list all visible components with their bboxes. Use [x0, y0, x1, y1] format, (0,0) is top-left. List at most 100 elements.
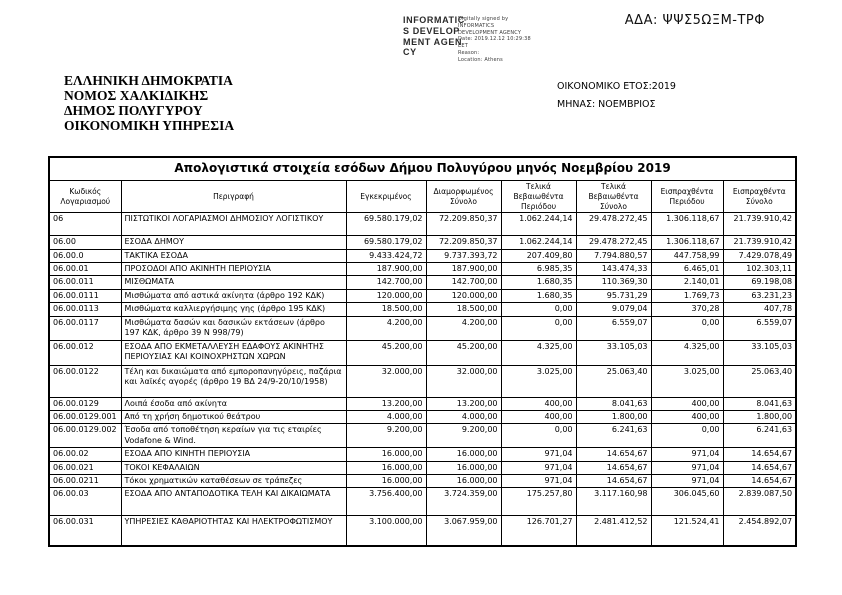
amount-cell: 6.559,07: [722, 315, 797, 341]
amount-cell: 6.559,07: [575, 315, 652, 341]
amount-cell: 95.731,29: [575, 288, 652, 304]
amount-cell: 447.758,99: [650, 248, 724, 264]
amount-cell: 1.062.244,14: [500, 212, 577, 237]
org-line-municipality: ΔΗΜΟΣ ΠΟΛΥΓΥΡΟΥ: [64, 103, 203, 119]
amount-cell: 4.000,00: [345, 409, 427, 425]
col-header-description: Περιγραφή: [120, 179, 347, 214]
amount-cell: 25.063,40: [722, 364, 797, 398]
amount-cell: 9.200,00: [425, 423, 502, 449]
account-code-cell: 06.00.0113: [48, 302, 122, 317]
amount-cell: 971,04: [500, 460, 577, 475]
table-row: 06.00.031 ΥΠΗΡΕΣΙΕΣ ΚΑΘΑΡΙΟΤΗΤΑΣ ΚΑΙ ΗΛΕΚ…: [48, 515, 797, 547]
amount-cell: 14.654,67: [575, 473, 652, 489]
col-header-collected-period: Εισπραχθέντα Περιόδου: [650, 179, 724, 214]
col-header-final-assessed-period: Τελικά Βεβαιωθέντα Περιόδου: [500, 179, 577, 214]
amount-cell: 187.900,00: [425, 262, 502, 277]
amount-cell: 45.200,00: [345, 339, 427, 366]
amount-cell: 4.200,00: [345, 315, 427, 341]
account-code-cell: 06.00.0111: [48, 288, 122, 304]
fiscal-month-label: ΜΗΝΑΣ: ΝΟΕΜΒΡΙΟΣ: [557, 99, 656, 110]
amount-cell: 32.000,00: [425, 364, 502, 398]
amount-cell: 4.325,00: [650, 339, 724, 366]
amount-cell: 143.474,33: [575, 262, 652, 277]
amount-cell: 6.465,01: [650, 262, 724, 277]
account-code-cell: 06.00.0117: [48, 315, 122, 341]
amount-cell: 29.478.272,45: [575, 235, 652, 250]
amount-cell: 14.654,67: [722, 460, 797, 475]
description-cell: Έσοδα από τοποθέτηση κεραίων για τις ετα…: [120, 423, 347, 449]
description-cell: ΠΡΟΣΟΔΟΙ ΑΠΟ ΑΚΙΝΗΤΗ ΠΕΡΙΟΥΣΙΑ: [120, 262, 347, 277]
amount-cell: 29.478.272,45: [575, 212, 652, 237]
description-cell: ΕΣΟΔΑ ΑΠΟ ΑΝΤΑΠΟΔΟΤΙΚΑ ΤΕΛΗ ΚΑΙ ΔΙΚΑΙΩΜΑ…: [120, 487, 347, 517]
amount-cell: 142.700,00: [345, 275, 427, 290]
table-row: 06.00.021 ΤΟΚΟΙ ΚΕΦΑΛΑΙΩΝ 16.000,00 16.000,…: [48, 460, 797, 475]
amount-cell: 102.303,11: [722, 262, 797, 277]
account-code-cell: 06.00.02: [48, 447, 122, 462]
amount-cell: 400,00: [650, 396, 724, 411]
amount-cell: 175.257,80: [500, 487, 577, 517]
amount-cell: 3.117.160,98: [575, 487, 652, 517]
description-cell: ΕΣΟΔΑ ΑΠΟ ΕΚΜΕΤΑΛΛΕΥΣΗ ΕΔΑΦΟΥΣ ΑΚΙΝΗΤΗΣ …: [120, 339, 347, 366]
table-row: 06.00.0129.002 Έσοδα από τοποθέτηση κεραί…: [48, 423, 797, 449]
amount-cell: 6.241,63: [575, 423, 652, 449]
amount-cell: 3.724.359,00: [425, 487, 502, 517]
amount-cell: 120.000,00: [425, 288, 502, 304]
amount-cell: 971,04: [500, 447, 577, 462]
col-header-formed-total: Διαμορφωμένος Σύνολο: [425, 179, 502, 214]
amount-cell: 407,78: [722, 302, 797, 317]
description-cell: ΜΙΣΘΩΜΑΤΑ: [120, 275, 347, 290]
amount-cell: 971,04: [650, 460, 724, 475]
amount-cell: 16.000,00: [345, 473, 427, 489]
account-code-cell: 06.00.01: [48, 262, 122, 277]
table-row: 06.00.0129 Λοιπά έσοδα από ακίνητα 13.200,…: [48, 396, 797, 411]
org-line-republic: ΕΛΛΗΝΙΚΗ ΔΗΜΟΚΡΑΤΙΑ: [64, 73, 233, 88]
amount-cell: 1.306.118,67: [650, 212, 724, 237]
description-cell: Λοιπά έσοδα από ακίνητα: [120, 396, 347, 411]
amount-cell: 3.067.959,00: [425, 515, 502, 547]
description-cell: Μισθώματα δασών και δασικών εκτάσεων (άρ…: [120, 315, 347, 341]
col-header-approved: Εγκεκριμένος: [345, 179, 427, 214]
signature-line: Date: 2019.12.12 10:29:38 EET: [458, 36, 531, 49]
description-cell: Τόκοι χρηματικών καταθέσεων σε τράπεζες: [120, 473, 347, 489]
table-row: 06.00 ΕΣΟΔΑ ΔΗΜΟΥ 69.580.179,02 72.209.850,…: [48, 235, 797, 250]
account-code-cell: 06.00.0129.001: [48, 409, 122, 425]
amount-cell: 3.025,00: [650, 364, 724, 398]
account-code-cell: 06.00.031: [48, 515, 122, 547]
amount-cell: 33.105,03: [575, 339, 652, 366]
table-row: 06.00.0113 Μισθώματα καλλιεργήσιμης γης (…: [48, 302, 797, 317]
amount-cell: 9.200,00: [345, 423, 427, 449]
amount-cell: 16.000,00: [345, 447, 427, 462]
amount-cell: 14.654,67: [575, 447, 652, 462]
amount-cell: 16.000,00: [425, 460, 502, 475]
amount-cell: 9.737.393,72: [425, 248, 502, 264]
amount-cell: 971,04: [650, 447, 724, 462]
signature-line: Digitally signed by: [458, 16, 509, 22]
amount-cell: 6.241,63: [722, 423, 797, 449]
amount-cell: 4.325,00: [500, 339, 577, 366]
table-row: 06.00.0117 Μισθώματα δασών και δασικών εκ…: [48, 315, 797, 341]
table-row: 06.00.01 ΠΡΟΣΟΔΟΙ ΑΠΟ ΑΚΙΝΗΤΗ ΠΕΡΙΟΥΣΙΑ 18…: [48, 262, 797, 277]
amount-cell: 8.041,63: [722, 396, 797, 411]
org-line-service: ΟΙΚΟΝΟΜΙΚΗ ΥΠΗΡΕΣΙΑ: [64, 118, 235, 134]
amount-cell: 0,00: [650, 315, 724, 341]
amount-cell: 13.200,00: [425, 396, 502, 411]
signature-line: Reason:: [458, 49, 480, 56]
table-header-row: Κωδικός Λογαριασμού Περιγραφή Εγκεκριμέν…: [48, 179, 797, 214]
fiscal-year-label: ΟΙΚΟΝΟΜΙΚΟ ΕΤΟΣ:2019: [557, 81, 676, 92]
amount-cell: 2.839.087,50: [722, 487, 797, 517]
amount-cell: 32.000,00: [345, 364, 427, 398]
amount-cell: 21.739.910,42: [722, 235, 797, 250]
amount-cell: 0,00: [500, 423, 577, 449]
amount-cell: 72.209.850,37: [425, 212, 502, 237]
amount-cell: 69.580.179,02: [345, 235, 427, 250]
table-row: 06.00.0211 Τόκοι χρηματικών καταθέσεων σε…: [48, 473, 797, 489]
amount-cell: 14.654,67: [722, 447, 797, 462]
account-code-cell: 06.00.012: [48, 339, 122, 366]
table-body: 06 ΠΙΣΤΩΤΙΚΟΙ ΛΟΓΑΡΙΑΣΜΟΙ ΔΗΜΟΣΙΟΥ ΛΟΓΙΣΤ…: [48, 212, 797, 547]
amount-cell: 1.769,73: [650, 288, 724, 304]
amount-cell: 16.000,00: [425, 473, 502, 489]
amount-cell: 7.429.078,49: [722, 248, 797, 264]
amount-cell: 1.680,35: [500, 288, 577, 304]
table-row: 06.00.0122 Τέλη και δικαιώματα από εμπορο…: [48, 364, 797, 398]
